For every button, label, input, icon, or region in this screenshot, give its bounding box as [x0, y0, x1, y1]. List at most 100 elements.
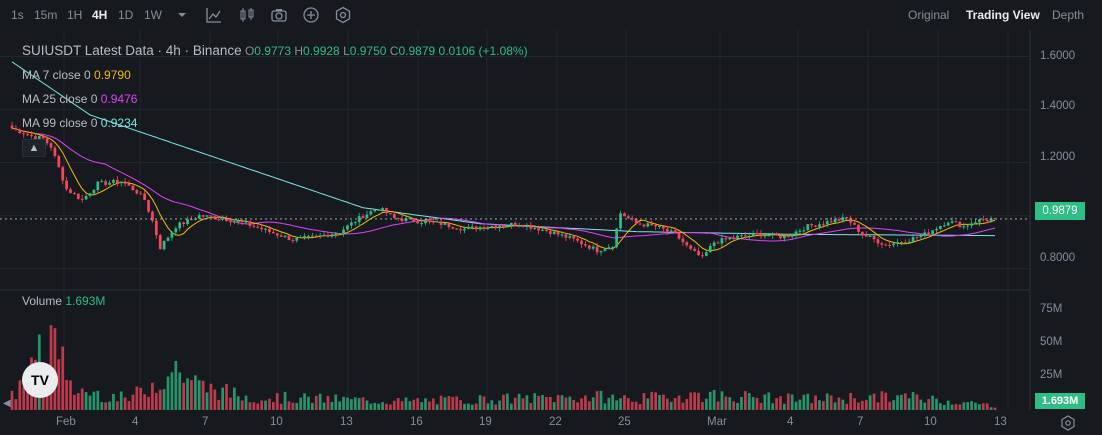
candle-body: [630, 218, 634, 220]
candle-body: [256, 226, 260, 228]
volume-bar: [498, 400, 501, 410]
plus-circle-icon[interactable]: [302, 6, 320, 24]
volume-bar: [545, 396, 548, 410]
candle-body: [271, 231, 275, 234]
volume-bar: [392, 400, 396, 410]
volume-bar: [716, 401, 720, 410]
legend-ma25[interactable]: MA 25 close 0 0.9476: [22, 92, 137, 106]
camera-icon[interactable]: [270, 6, 288, 24]
volume-bar: [665, 398, 669, 410]
gear-icon[interactable]: [1060, 415, 1076, 431]
volume-bar: [424, 398, 427, 410]
volume-bar: [455, 396, 459, 410]
volume-bar: [435, 404, 439, 410]
volume-bar: [22, 386, 26, 410]
volume-tick: 25M: [1040, 369, 1063, 381]
settings-hex-icon[interactable]: [334, 6, 352, 24]
volume-bar: [822, 401, 825, 410]
candle-body: [564, 234, 568, 238]
volume-bar: [896, 395, 899, 410]
timeframe-15m[interactable]: 15m: [34, 8, 58, 22]
volume-bar: [638, 404, 642, 410]
volume-bar: [950, 404, 954, 410]
indicator-icon[interactable]: [205, 6, 223, 24]
candle-body: [650, 223, 654, 226]
volume-bar: [459, 400, 462, 410]
candle-body: [322, 234, 326, 236]
volume-bar: [248, 402, 252, 410]
volume-bar: [158, 389, 162, 410]
candle-type-icon[interactable]: [238, 6, 256, 24]
volume-bar: [572, 399, 576, 410]
volume-bar: [642, 393, 646, 410]
volume-bar: [61, 346, 65, 410]
legend-ma7[interactable]: MA 7 close 0 0.9790: [22, 68, 131, 82]
volume-bar: [186, 378, 189, 410]
candle-body: [915, 237, 919, 239]
volume-bar: [747, 393, 751, 410]
volume-bar: [57, 359, 61, 410]
volume-bar: [868, 395, 872, 410]
candle-body: [888, 244, 892, 246]
view-trading-view[interactable]: Trading View: [966, 8, 1040, 22]
candle-body: [45, 138, 49, 144]
volume-bar: [693, 392, 696, 410]
timeframe-1s[interactable]: 1s: [11, 8, 24, 22]
candle-body: [338, 232, 342, 234]
candle-body: [689, 245, 693, 249]
candle-body: [244, 221, 248, 223]
volume-bar: [463, 403, 466, 410]
candle-body: [658, 225, 661, 227]
candle-body: [548, 231, 552, 234]
candle-body: [112, 179, 115, 183]
candle-body: [545, 229, 548, 232]
candle-body: [22, 133, 26, 135]
volume-bar: [736, 403, 739, 410]
timeframe-1w[interactable]: 1W: [144, 8, 162, 22]
candle-body: [127, 183, 131, 186]
candle-body: [872, 235, 876, 240]
candle-body: [260, 227, 264, 230]
legend-ma99[interactable]: MA 99 close 0 0.9234: [22, 116, 137, 130]
volume-bar: [193, 375, 197, 410]
candle-body: [287, 235, 291, 241]
candle-body: [775, 233, 778, 236]
volume-bar: [548, 397, 552, 410]
view-original[interactable]: Original: [908, 8, 950, 22]
volume-bar: [646, 398, 650, 410]
candle-body: [580, 240, 583, 245]
timeframe-1h[interactable]: 1H: [67, 8, 83, 22]
candle-body: [88, 193, 92, 196]
timeframe-1d[interactable]: 1D: [118, 8, 134, 22]
candle-body: [837, 219, 841, 221]
candle-body: [681, 238, 685, 243]
volume-bar: [18, 380, 22, 410]
volume-bar: [611, 394, 615, 410]
volume-bar: [439, 395, 443, 410]
candle-body: [743, 235, 747, 237]
scroll-left-icon[interactable]: ◀: [3, 398, 11, 409]
chevron-down-icon[interactable]: [173, 6, 191, 24]
candle-body: [240, 221, 244, 223]
volume-bar: [404, 397, 408, 410]
candle-body: [611, 247, 615, 249]
candle-body: [876, 239, 880, 244]
candle-body: [151, 211, 154, 221]
candle-body: [939, 225, 942, 229]
collapse-legend-button[interactable]: ▲: [22, 139, 46, 157]
volume-bar: [221, 387, 225, 410]
view-depth[interactable]: Depth: [1052, 8, 1085, 22]
volume-bar: [88, 395, 92, 410]
volume-bar: [939, 403, 942, 410]
candle-body: [217, 219, 221, 221]
volume-bar: [100, 402, 104, 410]
candle-body: [958, 221, 962, 228]
timeframe-4h[interactable]: 4H: [92, 8, 108, 22]
candle-body: [459, 229, 462, 231]
candle-body: [291, 240, 295, 242]
volume-bar: [502, 394, 505, 410]
volume-bar: [701, 402, 704, 410]
volume-bar: [311, 402, 314, 410]
volume-bar: [506, 393, 509, 410]
